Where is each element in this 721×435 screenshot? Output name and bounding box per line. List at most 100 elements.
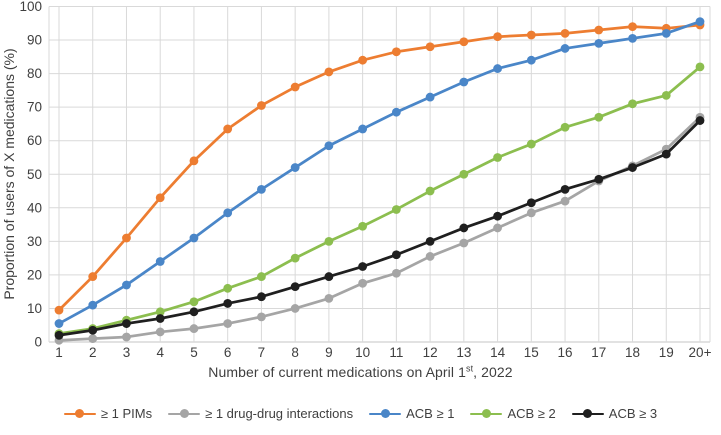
data-point-acb-ge-2-7 bbox=[257, 272, 266, 281]
data-point-ddi-4 bbox=[155, 327, 165, 337]
data-point-acb-ge-1-2 bbox=[88, 300, 98, 310]
data-point-acb-ge-2-19 bbox=[661, 91, 671, 100]
y-tick-label-60: 60 bbox=[27, 133, 42, 148]
data-point-ddi-12 bbox=[425, 252, 435, 261]
data-point-acb-ge-1-5 bbox=[189, 233, 199, 243]
data-point-acb-ge-3-11 bbox=[391, 250, 401, 260]
data-point-acb-ge-3-8 bbox=[290, 282, 300, 292]
data-point-acb-ge-3-4 bbox=[155, 314, 165, 323]
x-tick-label-8: 8 bbox=[291, 345, 299, 360]
data-point-acb-ge-2-17 bbox=[594, 112, 604, 122]
data-point-acb-ge-2-4 bbox=[155, 307, 165, 317]
data-point-acb-ge-3-3 bbox=[122, 319, 131, 328]
data-point-acb-ge-3-7 bbox=[257, 292, 266, 302]
y-tick-label-100: 100 bbox=[19, 0, 42, 14]
y-tick-label-50: 50 bbox=[27, 167, 42, 182]
x-axis-title-text: Number of current medications on April 1 bbox=[208, 364, 466, 380]
x-tick-label-9: 9 bbox=[325, 345, 333, 360]
data-point-acb-ge-2-11 bbox=[391, 205, 401, 214]
data-point-ddi-13 bbox=[459, 238, 469, 248]
data-point-pims-8 bbox=[290, 82, 300, 92]
legend-label-acb-ge-2: ACB ≥ 2 bbox=[507, 406, 556, 421]
data-point-acb-ge-1-11 bbox=[391, 107, 401, 117]
data-point-acb-ge-2-10 bbox=[358, 221, 368, 231]
data-point-acb-ge-3-16 bbox=[560, 184, 570, 194]
y-tick-label-0: 0 bbox=[34, 335, 42, 350]
data-point-acb-ge-1-4 bbox=[155, 257, 165, 266]
legend-marker-icon-acb-ge-2 bbox=[470, 409, 503, 419]
y-tick-label-80: 80 bbox=[27, 66, 42, 81]
data-point-acb-ge-1-6 bbox=[223, 208, 233, 218]
data-point-ddi-9 bbox=[324, 293, 334, 303]
data-point-ddi-3 bbox=[122, 332, 131, 342]
data-point-pims-2 bbox=[88, 272, 98, 281]
data-point-ddi-11 bbox=[391, 268, 401, 278]
data-point-ddi-8 bbox=[290, 304, 300, 313]
legend-marker-icon-acb-ge-1 bbox=[369, 409, 402, 419]
legend-item-acb-ge-3: ACB ≥ 3 bbox=[571, 406, 657, 421]
data-point-acb-ge-1-10 bbox=[358, 124, 368, 134]
data-point-pims-17 bbox=[594, 25, 604, 35]
data-point-pims-15 bbox=[526, 30, 536, 40]
data-point-ddi-2 bbox=[88, 334, 98, 344]
data-point-ddi-15 bbox=[526, 208, 536, 218]
data-point-acb-ge-3-1 bbox=[54, 330, 64, 340]
series-line-pims bbox=[57, 23, 702, 312]
data-point-ddi-10 bbox=[358, 278, 368, 288]
data-point-pims-16 bbox=[560, 28, 570, 38]
x-axis-title: Number of current medications on April 1… bbox=[0, 364, 721, 380]
x-axis-title-suffix: , 2022 bbox=[473, 364, 513, 380]
legend-item-acb-ge-2: ACB ≥ 2 bbox=[470, 406, 556, 421]
data-point-acb-ge-2-13 bbox=[459, 169, 469, 179]
legend-marker-icon-acb-ge-3 bbox=[571, 409, 604, 419]
legend-label-ddi: ≥ 1 drug-drug interactions bbox=[205, 406, 354, 421]
data-point-pims-9 bbox=[324, 67, 334, 77]
data-point-acb-ge-1-15 bbox=[526, 55, 536, 65]
data-point-ddi-6 bbox=[223, 319, 233, 328]
data-point-acb-ge-1-7 bbox=[257, 184, 266, 194]
x-tick-label-13: 13 bbox=[456, 345, 471, 360]
data-point-acb-ge-2-20+ bbox=[695, 62, 705, 72]
series-line-acb-ge-2 bbox=[57, 65, 702, 335]
data-point-acb-ge-3-14 bbox=[493, 211, 502, 221]
data-point-acb-ge-1-3 bbox=[122, 280, 131, 290]
x-tick-label-15: 15 bbox=[524, 345, 539, 360]
x-axis-title-superscript: st bbox=[465, 363, 474, 374]
data-point-ddi-16 bbox=[560, 196, 570, 206]
data-point-acb-ge-3-17 bbox=[594, 174, 604, 184]
data-point-acb-ge-2-16 bbox=[560, 122, 570, 132]
x-tick-label-11: 11 bbox=[389, 345, 403, 360]
data-point-pims-11 bbox=[391, 47, 401, 57]
data-point-acb-ge-1-16 bbox=[560, 44, 570, 53]
data-point-pims-12 bbox=[425, 42, 435, 52]
data-point-acb-ge-1-1 bbox=[54, 319, 64, 328]
data-point-acb-ge-2-15 bbox=[526, 139, 536, 149]
data-point-acb-ge-3-20+ bbox=[695, 116, 705, 125]
x-tick-label-18: 18 bbox=[625, 345, 640, 360]
legend-marker-icon-pims bbox=[63, 409, 96, 419]
data-point-acb-ge-1-12 bbox=[425, 92, 435, 102]
data-point-acb-ge-3-2 bbox=[88, 325, 98, 335]
x-tick-label-3: 3 bbox=[123, 345, 131, 360]
y-tick-label-30: 30 bbox=[27, 234, 42, 249]
x-tick-label-1: 1 bbox=[55, 345, 63, 360]
data-point-acb-ge-3-18 bbox=[628, 163, 637, 172]
data-point-ddi-7 bbox=[257, 312, 266, 322]
data-point-acb-ge-3-12 bbox=[425, 236, 435, 246]
data-point-acb-ge-1-8 bbox=[290, 163, 300, 172]
data-point-pims-3 bbox=[122, 233, 131, 243]
data-point-acb-ge-2-5 bbox=[189, 297, 199, 307]
x-tick-label-16: 16 bbox=[558, 345, 573, 360]
chart-legend: ≥ 1 PIMs ≥ 1 drug-drug interactions ACB ≥ … bbox=[0, 406, 721, 421]
y-tick-label-70: 70 bbox=[27, 100, 42, 115]
data-point-acb-ge-3-19 bbox=[661, 149, 671, 159]
x-tick-label-17: 17 bbox=[591, 345, 606, 360]
data-point-acb-ge-2-8 bbox=[290, 253, 300, 263]
legend-item-pims: ≥ 1 PIMs bbox=[63, 406, 152, 421]
data-point-acb-ge-2-12 bbox=[425, 186, 435, 196]
y-tick-label-20: 20 bbox=[27, 267, 42, 282]
legend-item-acb-ge-1: ACB ≥ 1 bbox=[369, 406, 454, 421]
data-point-acb-ge-1-19 bbox=[661, 28, 671, 38]
series-line-ddi bbox=[57, 115, 702, 342]
